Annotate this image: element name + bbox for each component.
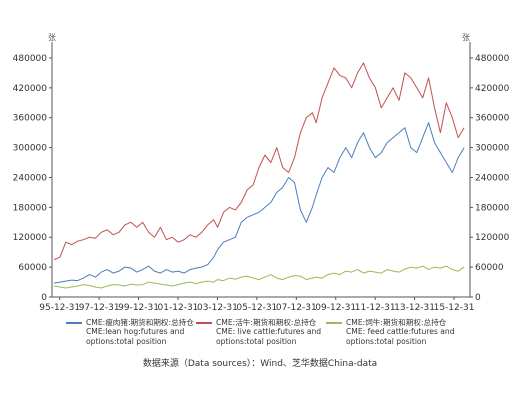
- y-tick-label-left: 180000: [13, 203, 48, 213]
- y-tick-label-left: 240000: [13, 173, 48, 183]
- y-tick-label-left: 60000: [18, 263, 47, 273]
- y-tick-label-right: 0: [475, 293, 481, 303]
- x-tick-label: 97-12-31: [79, 303, 120, 313]
- chart-series: [53, 62, 465, 289]
- legend-label-lean-hog-en1: CME:lean hog:futures and: [86, 327, 185, 337]
- x-tick-label: 13-12-31: [394, 303, 435, 313]
- y-tick-label-right: 240000: [475, 173, 510, 183]
- x-tick-label: 07-12-31: [276, 303, 317, 313]
- x-tick-label: 99-12-31: [118, 303, 159, 313]
- x-tick-label: 01-12-31: [158, 303, 199, 313]
- legend-label-live-cattle-cn: CME:活牛:期货和期权:总持仓: [216, 318, 317, 327]
- legend-label-live-cattle-en2: options:total position: [216, 336, 297, 346]
- y-tick-label-right: 60000: [475, 263, 504, 273]
- chart-axes: [51, 42, 471, 298]
- legend-swatch-live-cattle: [196, 322, 212, 324]
- series-line-0: [53, 122, 465, 284]
- legend-item-live-cattle: CME:活牛:期货和期权:总持仓 CME: live cattle:future…: [196, 318, 336, 346]
- y-axis-right-unit: 张: [462, 33, 470, 42]
- y-tick-label-right: 120000: [475, 233, 510, 243]
- legend-label-feed-cattle-en2: options:total position: [346, 336, 427, 346]
- legend-label-feed-cattle-cn: CME:饲牛:期货和期权:总持仓: [346, 318, 447, 327]
- x-tick-label: 09-12-31: [315, 303, 356, 313]
- y-tick-label-right: 180000: [475, 203, 510, 213]
- legend-label-live-cattle-en1: CME: live cattle:futures and: [216, 327, 322, 337]
- chart-ticks: 张 张 0 0 60000 60000 120000 120000 180000 180000 24…: [13, 33, 510, 313]
- y-tick-label-left: 360000: [13, 114, 48, 124]
- legend-swatch-feed-cattle: [326, 322, 342, 324]
- x-tick-label: 11-12-31: [355, 303, 396, 313]
- y-tick-label-left: 120000: [13, 233, 48, 243]
- legend-item-lean-hog: CME:瘦肉猪:期货和期权:总持仓 CME:lean hog:futures a…: [66, 318, 206, 346]
- y-tick-label-left: 300000: [13, 144, 48, 154]
- x-tick-label: 15-12-31: [434, 303, 475, 313]
- y-axis-left-unit: 张: [48, 33, 56, 42]
- chart: 张 张 0 0 60000 60000 120000 120000 180000 180000 24…: [13, 33, 510, 313]
- x-tick-label: 03-12-31: [197, 303, 238, 313]
- y-tick-label-right: 420000: [475, 84, 510, 94]
- data-source-note: 数据来源（Data sources）：Wind、芝华数据China-data: [142, 359, 378, 369]
- legend-label-lean-hog-cn: CME:瘦肉猪:期货和期权:总持仓: [86, 318, 194, 327]
- legend-item-feed-cattle: CME:饲牛:期货和期权:总持仓 CME: feed cattle:future…: [326, 318, 466, 346]
- series-line-1: [53, 62, 465, 261]
- legend-label-lean-hog-en2: options:total position: [86, 336, 167, 346]
- y-tick-label-right: 480000: [475, 54, 510, 64]
- y-tick-label-right: 360000: [475, 114, 510, 124]
- x-tick-label: 05-12-31: [236, 303, 277, 313]
- y-tick-label-right: 300000: [475, 144, 510, 154]
- series-line-2: [53, 265, 465, 289]
- y-tick-label-left: 480000: [13, 54, 48, 64]
- y-tick-label-left: 0: [41, 293, 47, 303]
- legend-swatch-lean-hog: [66, 322, 82, 324]
- x-tick-label: 95-12-31: [39, 303, 80, 313]
- legend-label-feed-cattle-en1: CME: feed cattle:futures and: [346, 327, 455, 337]
- y-tick-label-left: 420000: [13, 84, 48, 94]
